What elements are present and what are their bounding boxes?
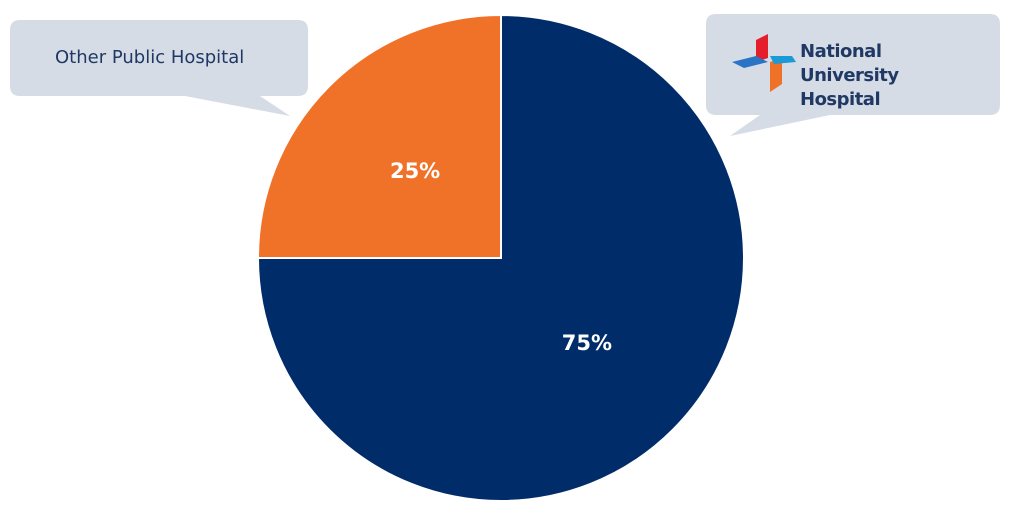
category-label: National University Hospital	[800, 41, 899, 110]
pie: 75% 25%	[256, 13, 745, 502]
logo	[732, 34, 796, 92]
callout-box	[706, 14, 1000, 136]
callout-box	[10, 20, 308, 116]
slice-label: 25%	[390, 159, 440, 183]
pie-slice	[256, 13, 745, 502]
slice-label: 75%	[562, 331, 612, 355]
category-label: Other Public Hospital	[55, 47, 245, 68]
pie-slice	[256, 13, 502, 259]
callouts	[10, 14, 1000, 136]
